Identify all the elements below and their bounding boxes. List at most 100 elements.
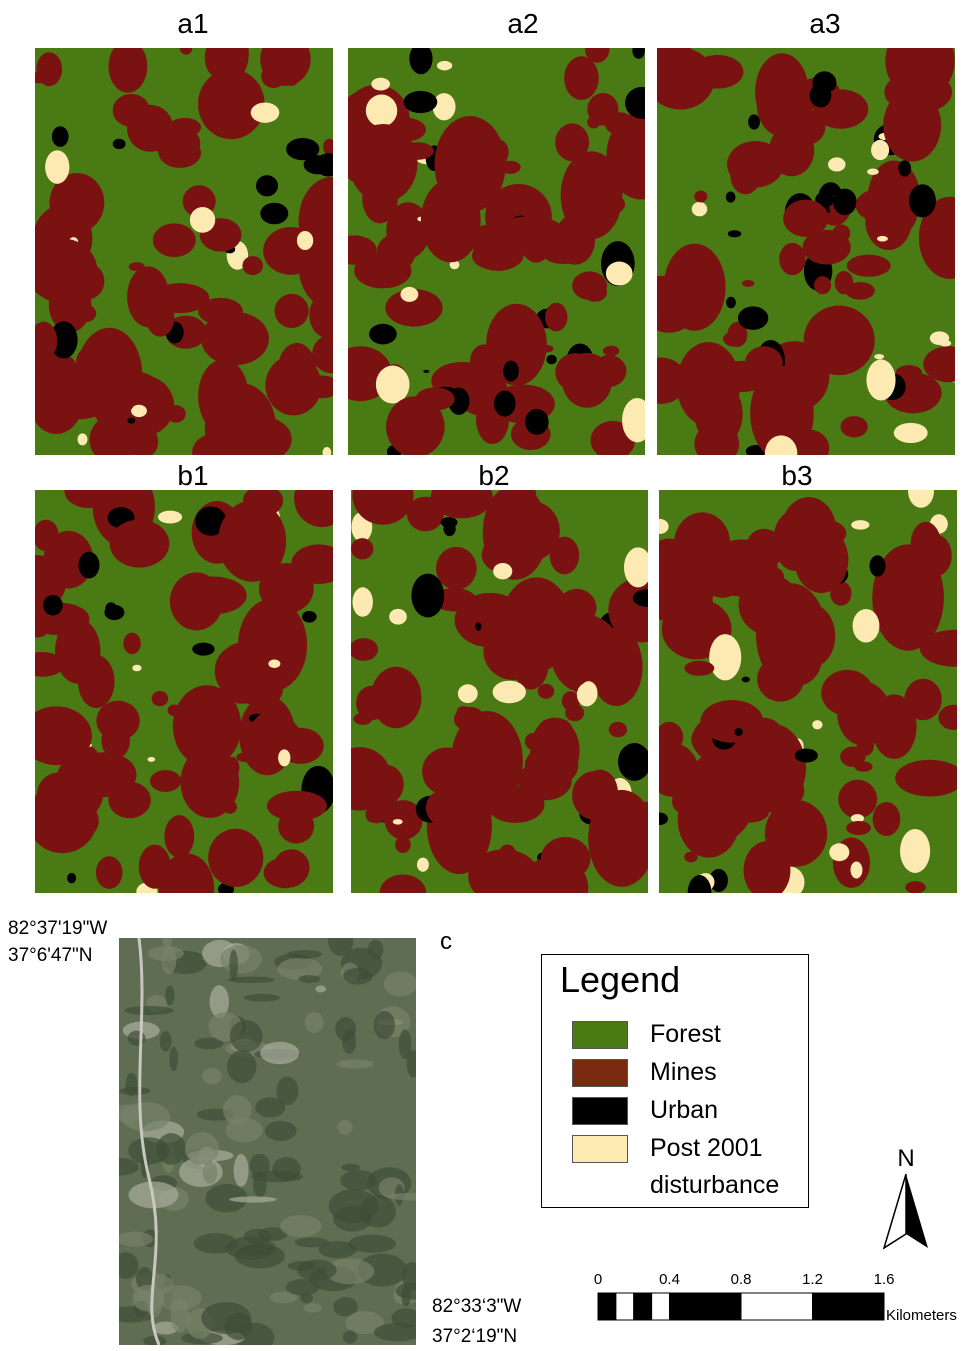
map-patch — [898, 160, 911, 176]
map-patch — [871, 140, 889, 160]
map-patch — [416, 387, 455, 410]
panel-label: a2 — [507, 8, 538, 40]
map-patch — [609, 722, 627, 737]
terrain — [368, 940, 384, 959]
map-patch — [804, 306, 875, 376]
terrain — [185, 1132, 219, 1165]
map-patch — [441, 517, 458, 528]
arrow-right — [906, 1174, 928, 1248]
map-patch — [55, 754, 104, 821]
map-patch — [146, 298, 174, 337]
map-patch — [603, 346, 619, 356]
classified-map — [348, 48, 645, 455]
map-patch — [795, 749, 818, 763]
map-patch — [168, 705, 181, 717]
map-patch — [857, 736, 874, 756]
map-patch — [877, 236, 888, 242]
legend: Legend ForestMinesUrbanPost 2001 disturb… — [541, 954, 809, 1208]
scale-segment — [616, 1293, 634, 1320]
north-arrow: N — [876, 1142, 936, 1252]
map-patch — [395, 836, 411, 853]
coordinate: 37°2‘19"N — [432, 1326, 517, 1348]
map-patch — [139, 845, 171, 889]
map-patch — [602, 665, 639, 684]
legend-swatch — [572, 1059, 628, 1087]
map-patch — [856, 190, 898, 221]
map-patch — [503, 361, 519, 382]
map-patch — [371, 78, 390, 91]
map-patch — [692, 55, 743, 89]
map-patch — [755, 53, 809, 130]
terrain — [298, 975, 320, 983]
map-patch — [200, 699, 219, 724]
satellite-image — [119, 938, 416, 1345]
terrain — [286, 1279, 320, 1295]
map-patch — [180, 577, 247, 615]
scale-segment — [813, 1293, 885, 1320]
map-patch — [855, 761, 873, 771]
map-patch — [738, 306, 768, 329]
map-patch — [68, 821, 81, 832]
map-patch — [96, 856, 123, 889]
terrain — [203, 1161, 217, 1183]
map-patch — [810, 83, 832, 107]
map-patch — [417, 858, 429, 872]
map-patch — [411, 574, 444, 618]
map-patch — [356, 686, 387, 721]
scale-segment — [634, 1293, 652, 1320]
terrain — [194, 1233, 238, 1254]
scale-unit: Kilometers — [886, 1307, 957, 1324]
terrain — [305, 1012, 324, 1033]
map-patch — [407, 497, 444, 532]
terrain — [202, 1068, 221, 1085]
map-patch — [606, 262, 633, 286]
map-patch — [153, 223, 196, 257]
map-patch — [148, 757, 156, 762]
terrain — [342, 1030, 356, 1054]
map-patch — [546, 355, 556, 365]
map-patch — [302, 611, 317, 623]
legend-item: Post 2001 disturbance — [572, 1135, 810, 1204]
map-patch — [677, 342, 741, 426]
map-patch — [555, 123, 589, 161]
map-patch — [52, 126, 69, 147]
map-patch — [201, 312, 269, 365]
map-patch — [164, 815, 194, 858]
map-patch — [850, 861, 862, 878]
map-patch — [268, 660, 280, 668]
map-patch — [493, 681, 526, 704]
terrain — [243, 994, 280, 1002]
map-patch — [562, 353, 612, 408]
map-patch — [77, 433, 87, 445]
map-patch — [660, 316, 679, 328]
map-patch — [867, 169, 879, 175]
map-patch — [744, 543, 781, 569]
map-patch — [781, 777, 805, 804]
map-patch — [545, 303, 567, 332]
map-patch — [742, 677, 750, 683]
map-patch — [493, 563, 512, 579]
terrain — [128, 1031, 146, 1046]
terrain — [329, 1189, 379, 1223]
scale-segment — [741, 1293, 813, 1320]
terrain — [343, 968, 373, 985]
panel-label: a3 — [809, 8, 840, 40]
map-patch — [75, 305, 96, 323]
terrain — [227, 1050, 256, 1083]
map-patch — [123, 633, 140, 654]
panel-label: a1 — [177, 8, 208, 40]
arrow-left — [884, 1174, 906, 1248]
legend-label: Post 2001 disturbance — [650, 1130, 810, 1204]
panel-label: b3 — [781, 460, 812, 492]
map-patch — [77, 328, 143, 422]
map-patch — [600, 195, 625, 214]
terrain — [147, 946, 183, 961]
map-patch — [393, 819, 403, 825]
terrain — [287, 950, 322, 959]
map-patch — [423, 370, 429, 373]
terrain — [169, 1047, 178, 1072]
terrain — [337, 1120, 352, 1135]
map-patch — [458, 684, 478, 703]
map-patch — [833, 189, 857, 215]
terrain — [265, 1121, 297, 1141]
